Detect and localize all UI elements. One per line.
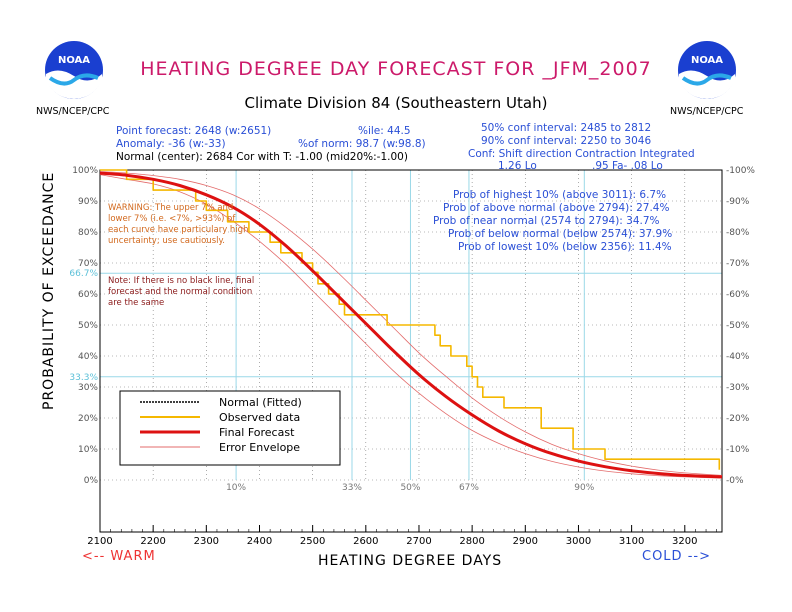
reference-label: 33.3% bbox=[69, 373, 98, 383]
y-tick-label-right: -80% bbox=[726, 228, 750, 238]
noaa-logo-left: NOAA bbox=[45, 41, 103, 99]
logo-text-left: NOAA bbox=[58, 55, 90, 66]
y-tick-label-right: -70% bbox=[726, 259, 750, 269]
warm-label: <-- WARM bbox=[82, 549, 156, 564]
y-tick-label: 30% bbox=[78, 383, 98, 393]
prob-highest: Prob of highest 10% (above 3011): 6.7% bbox=[453, 189, 667, 201]
series-error-envelope-upper bbox=[99, 171, 723, 476]
percentile-label: 50% bbox=[400, 483, 420, 493]
y-tick-label: 100% bbox=[72, 166, 98, 176]
percentile-label: 33% bbox=[342, 483, 362, 493]
series-layer bbox=[99, 169, 723, 479]
x-tick-label: 2100 bbox=[87, 536, 112, 547]
conf-header: Conf: Shift direction Contraction Integr… bbox=[468, 148, 695, 160]
noaa-logo-right: NOAA bbox=[678, 41, 736, 99]
anomaly: Anomaly: -36 (w:-33) bbox=[116, 138, 226, 150]
y-tick-label: 80% bbox=[78, 228, 98, 238]
prob-above: Prob of above normal (above 2794): 27.4% bbox=[443, 202, 670, 214]
x-tick-label: 2700 bbox=[406, 536, 431, 547]
conf-50: 50% conf interval: 2485 to 2812 bbox=[481, 122, 652, 134]
chart-subtitle: Climate Division 84 (Southeastern Utah) bbox=[244, 94, 548, 112]
y-tick-label: 60% bbox=[78, 290, 98, 300]
y-tick-label: 90% bbox=[78, 197, 98, 207]
logo-text-right: NOAA bbox=[691, 55, 723, 66]
percentile-label: 10% bbox=[226, 483, 246, 493]
y-tick-label: 50% bbox=[78, 321, 98, 331]
y-tick-label-right: -40% bbox=[726, 352, 750, 362]
axes: 0% -0% 10% -10% 20% -20% 30% -30% 40% -40% 50% -50%… bbox=[69, 166, 755, 547]
legend-box bbox=[119, 390, 341, 466]
percentile: %ile: 44.5 bbox=[358, 125, 411, 137]
series-error-envelope-lower bbox=[99, 174, 723, 479]
point-forecast: Point forecast: 2648 (w:2651) bbox=[116, 125, 272, 137]
series-observed-data bbox=[100, 169, 721, 470]
y-tick-label: 0% bbox=[84, 476, 99, 486]
chart-title: HEATING DEGREE DAY FORECAST FOR _JFM_200… bbox=[140, 58, 652, 80]
y-axis-label: PROBABILITY OF EXCEEDANCE bbox=[41, 171, 57, 410]
x-tick-label: 2600 bbox=[353, 536, 378, 547]
warning-text: WARNING: The upper 7% and lower 7% (i.e.… bbox=[108, 203, 249, 246]
y-tick-label-right: -10% bbox=[726, 445, 750, 455]
prob-below: Prob of below normal (below 2574): 37.9% bbox=[448, 228, 673, 240]
prob-lowest: Prob of lowest 10% (below 2356): 11.4% bbox=[458, 241, 672, 253]
x-tick-label: 2900 bbox=[513, 536, 538, 547]
agency-label-right: NWS/NCEP/CPC bbox=[670, 106, 744, 117]
conf-values-a: 1.26 Lo bbox=[498, 160, 537, 172]
prob-near: Prob of near normal (2574 to 2794): 34.7… bbox=[433, 215, 660, 227]
y-tick-label: 10% bbox=[78, 445, 98, 455]
x-tick-label: 3200 bbox=[672, 536, 697, 547]
cold-label: COLD --> bbox=[642, 549, 711, 564]
y-tick-label-right: -90% bbox=[726, 197, 750, 207]
legend-entry: Error Envelope bbox=[219, 441, 300, 454]
conf-90: 90% conf interval: 2250 to 3046 bbox=[481, 135, 652, 147]
note-text: Note: If there is no black line, final f… bbox=[108, 276, 255, 308]
y-tick-label: 70% bbox=[78, 259, 98, 269]
percentile-label: 90% bbox=[574, 483, 594, 493]
legend-entry: Observed data bbox=[219, 411, 300, 424]
x-tick-label: 2500 bbox=[300, 536, 325, 547]
agency-label-left: NWS/NCEP/CPC bbox=[36, 106, 110, 117]
conf-values-b: .95 Fa- .08 Lo bbox=[592, 160, 663, 172]
x-tick-label: 2800 bbox=[459, 536, 484, 547]
y-tick-label-right: -50% bbox=[726, 321, 750, 331]
x-tick-label: 3000 bbox=[566, 536, 591, 547]
plot-frame bbox=[99, 169, 723, 533]
y-tick-label-right: -0% bbox=[726, 476, 744, 486]
percent-of-normal: %of norm: 98.7 (w:98.8) bbox=[298, 138, 426, 150]
normal-center: Normal (center): 2684 Cor with T: -1.00 … bbox=[116, 151, 408, 163]
legend: Normal (Fitted) Observed data Final Foreca… bbox=[119, 390, 341, 466]
y-tick-label-right: -60% bbox=[726, 290, 750, 300]
series-final-forecast bbox=[99, 171, 723, 479]
x-tick-label: 2300 bbox=[194, 536, 219, 547]
y-tick-label-right: -100% bbox=[726, 166, 755, 176]
legend-entry: Normal (Fitted) bbox=[219, 396, 302, 409]
y-tick-label-right: -20% bbox=[726, 414, 750, 424]
y-tick-label: 40% bbox=[78, 352, 98, 362]
y-tick-label: 20% bbox=[78, 414, 98, 424]
x-tick-label: 2200 bbox=[140, 536, 165, 547]
x-axis-label: HEATING DEGREE DAYS bbox=[318, 553, 503, 569]
legend-entry: Final Forecast bbox=[219, 426, 295, 439]
x-tick-label: 3100 bbox=[619, 536, 644, 547]
reference-label: 66.7% bbox=[69, 269, 98, 279]
y-tick-label-right: -30% bbox=[726, 383, 750, 393]
x-tick-label: 2400 bbox=[247, 536, 272, 547]
percentile-label: 67% bbox=[459, 483, 479, 493]
